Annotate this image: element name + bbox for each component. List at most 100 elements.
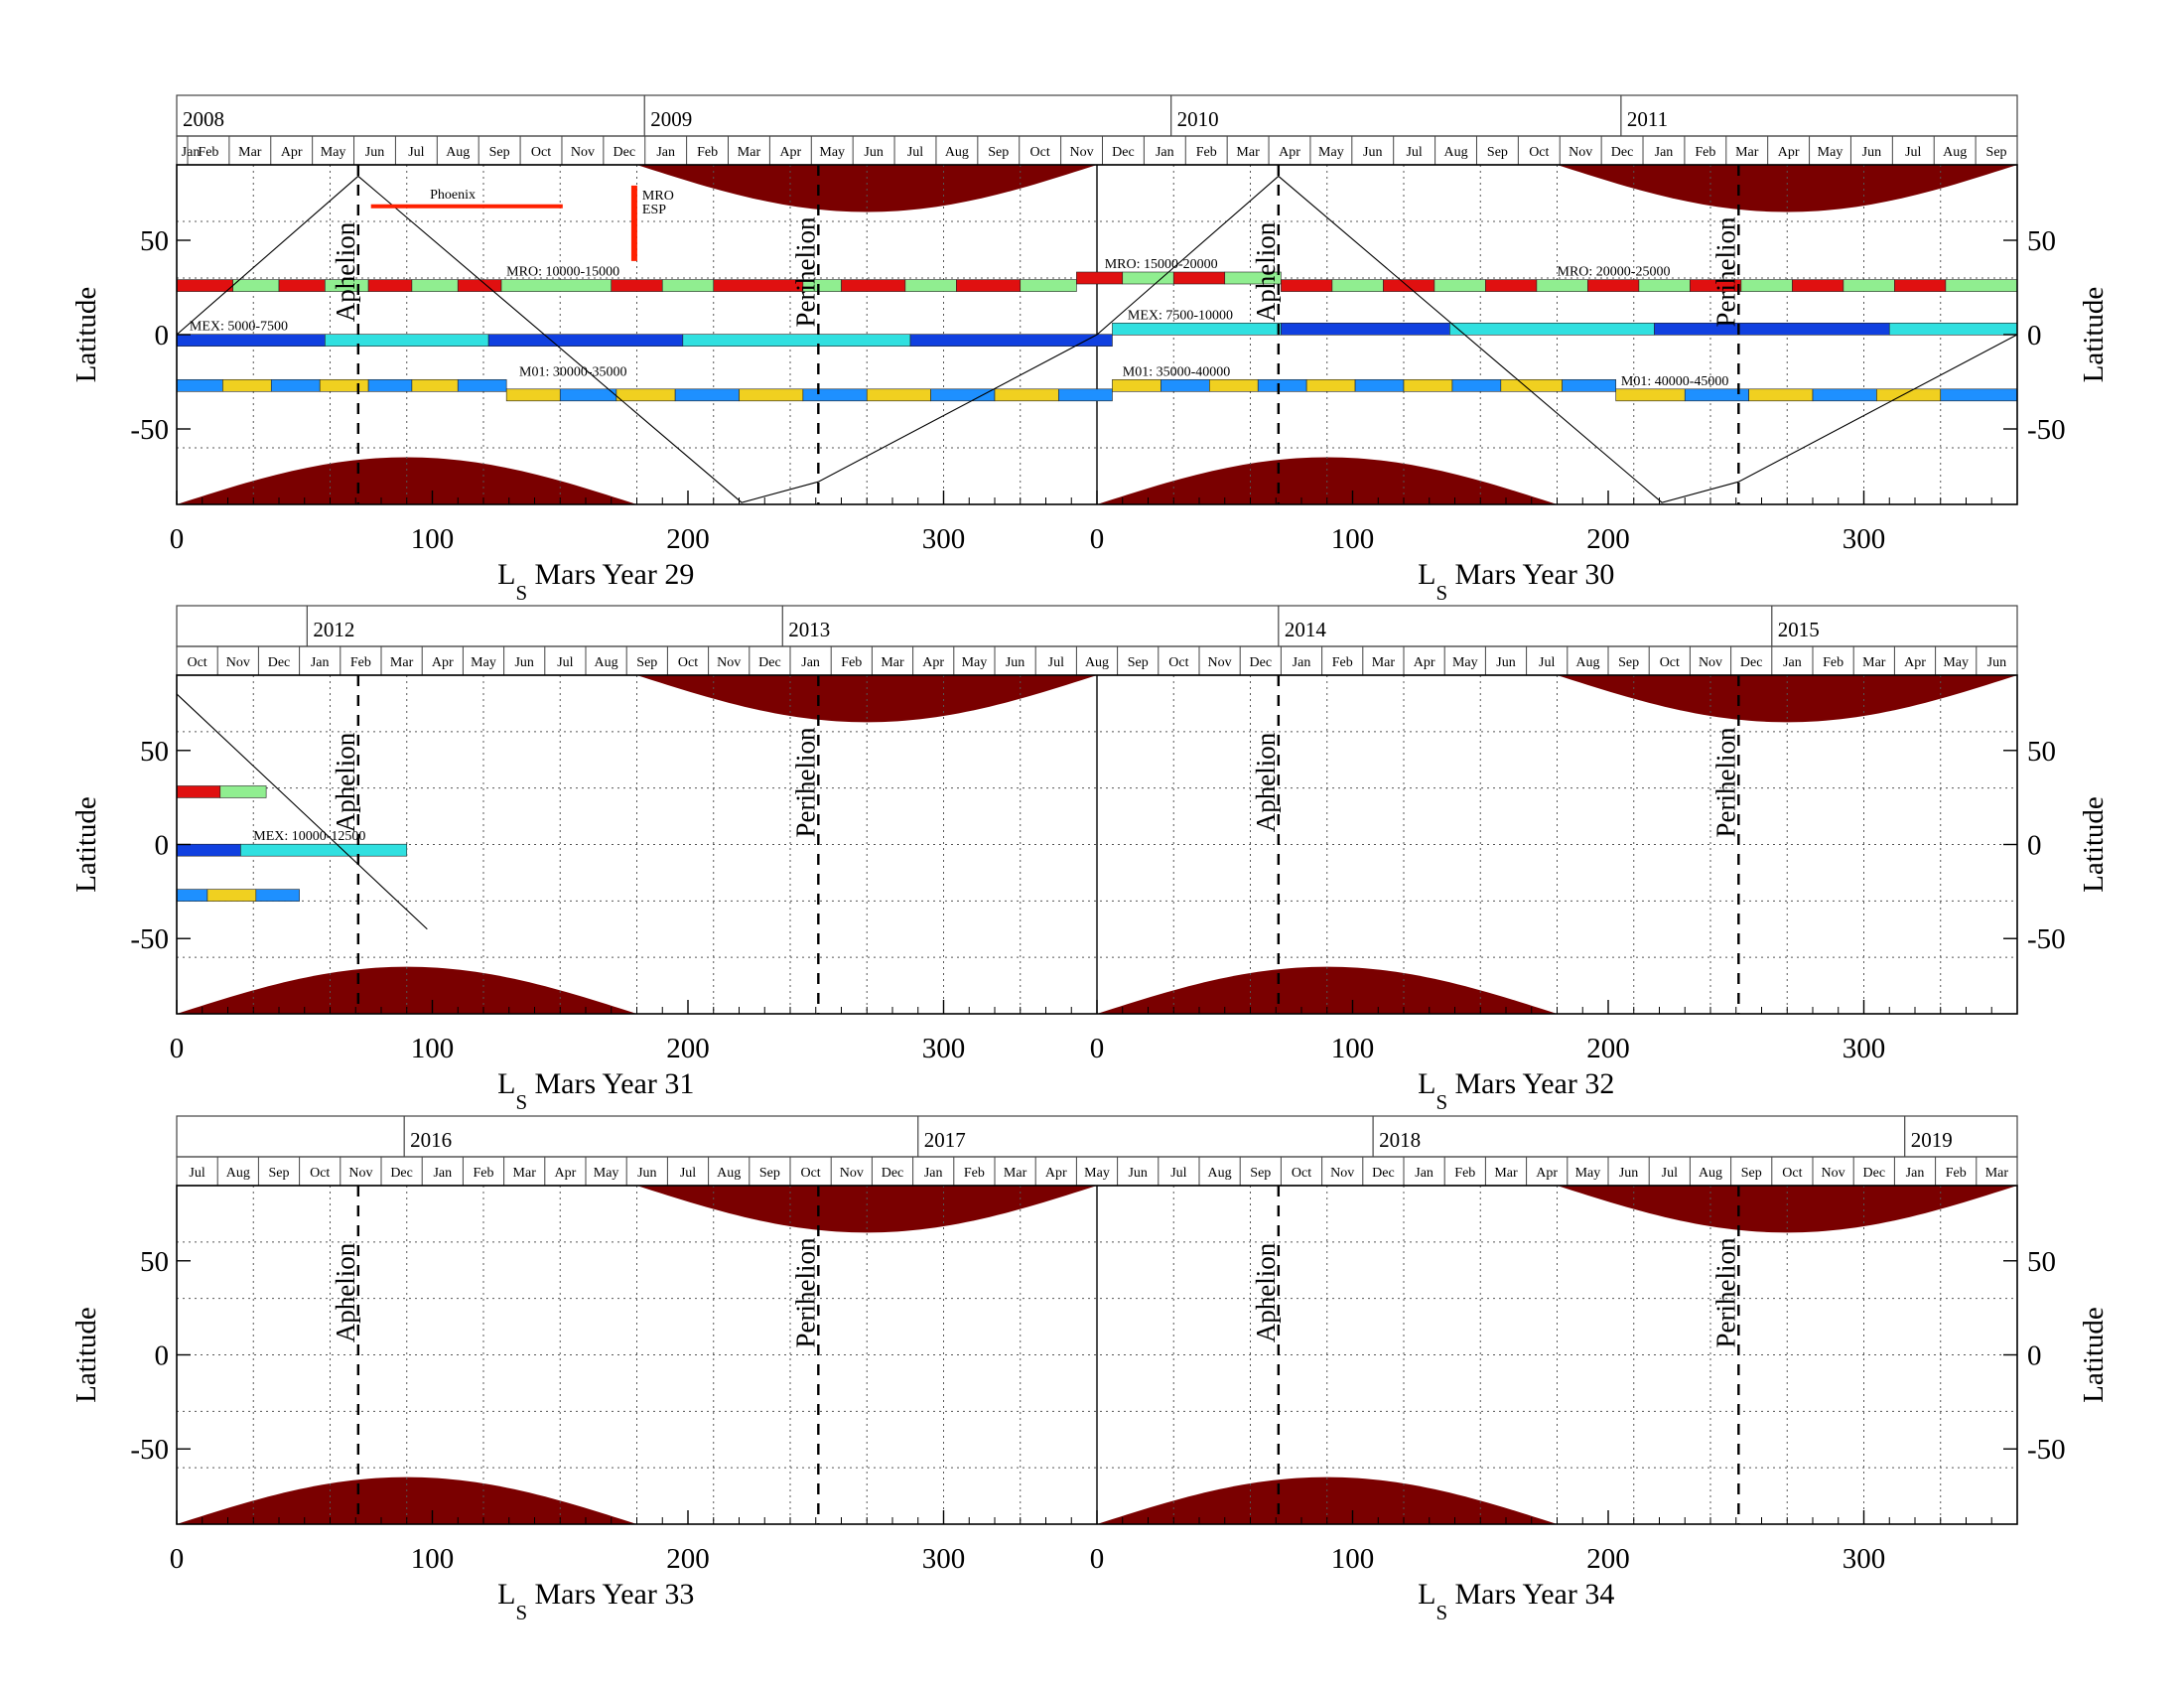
x-axis-label-prefix: L [497, 1578, 515, 1611]
mission-label: MEX: 10000-12500 [253, 829, 365, 844]
mission-segment [1281, 322, 1450, 336]
year-row: 2008 2009 2010 2011 [176, 94, 2018, 137]
perihelion-label: Perihelion [1710, 216, 1740, 327]
year-label: 2009 [650, 107, 692, 131]
month-label: Apr [1414, 655, 1435, 670]
month-label: Apr [1536, 1166, 1558, 1181]
plot-area: Aphelion Perihelion Aphelion Perihelion [176, 1185, 2018, 1525]
x-tick-label: 100 [411, 523, 455, 555]
x-tick-label: 200 [1586, 523, 1630, 555]
y-tick-label: 50 [140, 736, 169, 768]
x-tick-label: 300 [922, 1543, 966, 1575]
event-marker: Phoenix [370, 188, 563, 209]
month-label: Jun [1862, 145, 1881, 160]
mission-segment [177, 334, 326, 348]
mission-segment [1331, 279, 1384, 292]
month-label: Dec [1863, 1166, 1886, 1181]
mission-label: MEX: 7500-10000 [1128, 308, 1233, 323]
x-tick-label: 200 [666, 523, 710, 555]
month-label: May [1318, 145, 1344, 160]
month-label: Nov [1569, 145, 1592, 160]
x-tick-label: 200 [1586, 1543, 1630, 1575]
month-label: Dec [614, 145, 636, 160]
x-tick-label: 0 [170, 1033, 185, 1064]
y-tick-label-right: -50 [2027, 414, 2066, 446]
mission-label: MRO: 15000-20000 [1105, 257, 1218, 272]
month-label: Mar [1862, 655, 1886, 670]
month-label: Mar [1985, 1166, 2009, 1181]
month-label: Jan [1415, 1166, 1433, 1181]
month-label: Feb [1332, 655, 1353, 670]
month-label: Jun [1128, 1166, 1147, 1181]
mission-segment [411, 279, 459, 292]
mission-segment [611, 279, 663, 292]
month-label: May [1943, 655, 1969, 670]
month-label: Jul [1539, 655, 1555, 670]
year-label: 2014 [1285, 618, 1327, 641]
x-tick-label: 200 [1586, 1033, 1630, 1064]
perihelion-label: Perihelion [790, 727, 820, 837]
month-label: Jun [1496, 655, 1515, 670]
month-label: Nov [1699, 655, 1722, 670]
month-label: Mar [1735, 145, 1759, 160]
mission-segment [661, 279, 715, 292]
month-label: May [321, 145, 346, 160]
x-axis-label: Mars Year 34 [1455, 1578, 1615, 1611]
month-label: Dec [1250, 655, 1273, 670]
month-label: Nov [1822, 1166, 1845, 1181]
month-label: Oct [1782, 1166, 1802, 1181]
x-tick-label: 200 [666, 1543, 710, 1575]
mission-segment [1876, 388, 1942, 402]
month-label: Mar [1372, 655, 1396, 670]
mission-segment [1843, 279, 1895, 292]
year-row: 2016 2017 2018 2019 [176, 1115, 2018, 1158]
mission-segment [367, 378, 413, 392]
month-label: Jan [182, 145, 201, 160]
mission-segment [1224, 271, 1282, 285]
month-label: Aug [1443, 145, 1467, 160]
y-axis: 50 50 0 0 -50 -50 Latitude Latitude [70, 736, 2110, 955]
month-label: Feb [1196, 145, 1217, 160]
mission-segment [904, 279, 957, 292]
mission-segment [1449, 322, 1655, 336]
month-label: Jan [924, 1166, 943, 1181]
mission-segment [1257, 378, 1307, 392]
month-label: Feb [964, 1166, 985, 1181]
month-label: Jun [1619, 1166, 1638, 1181]
mission-segment [219, 785, 267, 798]
x-axis-label: Mars Year 29 [535, 558, 695, 591]
y-tick-label: -50 [130, 1434, 169, 1466]
mission-segment [270, 378, 321, 392]
month-label: Jan [1156, 145, 1174, 160]
month-label: Feb [198, 145, 218, 160]
month-label: Jul [1662, 1166, 1678, 1181]
event-label-2: ESP [642, 203, 666, 217]
month-label: Oct [531, 145, 551, 160]
y-tick-label: -50 [130, 414, 169, 446]
month-label: Aug [446, 145, 470, 160]
x-tick-label: 200 [666, 1033, 710, 1064]
y-axis-label: Latitude [70, 1307, 102, 1403]
month-label: Feb [1454, 1166, 1475, 1181]
month-label: May [962, 655, 988, 670]
mission-segment [1020, 279, 1077, 292]
year-label: 2013 [788, 618, 830, 641]
month-label: Nov [1069, 145, 1093, 160]
month-label: Dec [1372, 1166, 1395, 1181]
x-axis-label-prefix: L [1418, 1578, 1435, 1611]
mission-track: M01: 40000-45000 [1615, 374, 2017, 402]
month-label: Sep [1741, 1166, 1762, 1181]
mission-segment [177, 889, 208, 902]
mission-segment [559, 388, 617, 402]
x-axis-label-prefix: L [1418, 558, 1435, 591]
x-tick-label: 100 [1331, 1033, 1375, 1064]
mission-segment [1536, 279, 1588, 292]
mission-segment [1740, 279, 1793, 292]
y-tick-label: -50 [130, 923, 169, 955]
month-label: Jun [864, 145, 883, 160]
month-label: Jun [637, 1166, 656, 1181]
x-tick-label: 0 [170, 1543, 185, 1575]
